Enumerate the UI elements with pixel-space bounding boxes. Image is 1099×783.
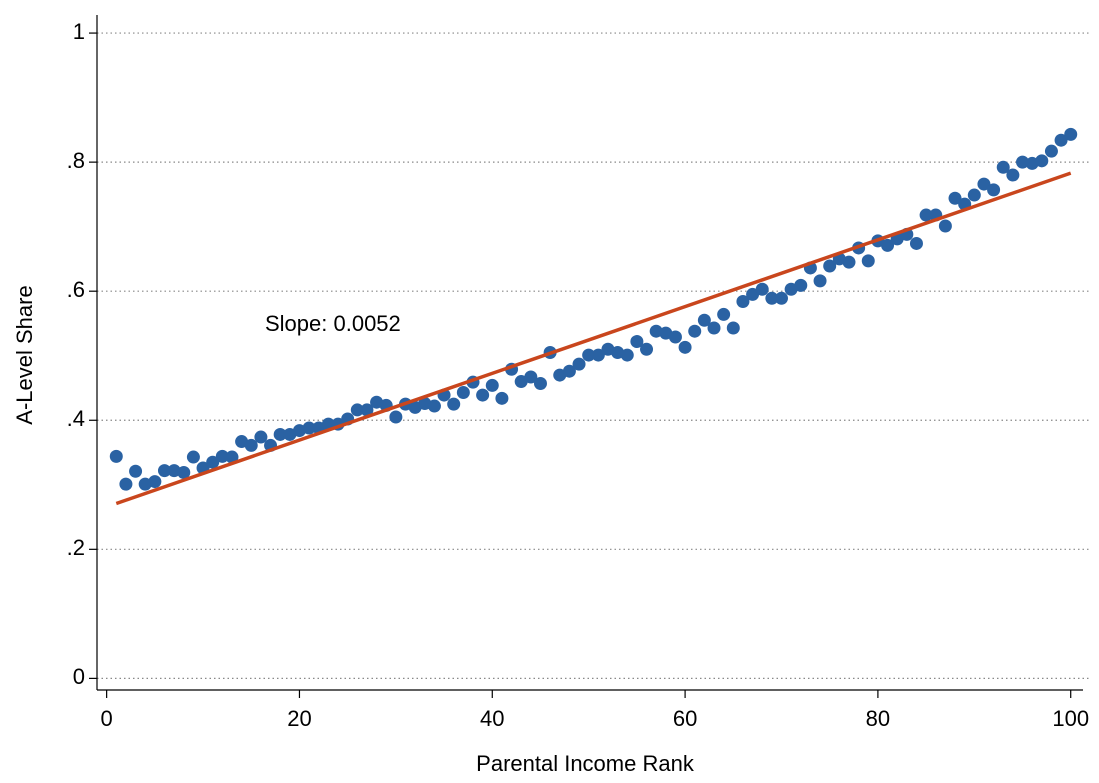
scatter-point bbox=[649, 324, 663, 338]
scatter-point bbox=[524, 370, 538, 384]
scatter-point bbox=[620, 348, 634, 362]
scatter-point bbox=[177, 466, 191, 480]
scatter-point bbox=[688, 324, 702, 338]
scatter-point bbox=[842, 255, 856, 269]
scatter-point bbox=[746, 287, 760, 301]
scatter-point bbox=[630, 335, 644, 349]
scatter-point bbox=[640, 342, 654, 356]
y-tick-label: 0 bbox=[73, 664, 85, 689]
scatter-point bbox=[215, 449, 229, 463]
scatter-point bbox=[572, 357, 586, 371]
scatter-point bbox=[977, 177, 991, 191]
fit-line bbox=[115, 171, 1072, 506]
y-tick-label: 1 bbox=[73, 19, 85, 44]
scatter-point bbox=[350, 403, 364, 417]
scatter-point bbox=[726, 321, 740, 335]
scatter-point bbox=[707, 321, 721, 335]
x-tick-label: 0 bbox=[101, 706, 113, 731]
y-tick-label: .6 bbox=[67, 277, 85, 302]
scatter-point bbox=[495, 391, 509, 405]
scatter-point bbox=[668, 330, 682, 344]
scatter-point bbox=[765, 291, 779, 305]
scatter-point bbox=[996, 160, 1010, 174]
scatter-point bbox=[774, 291, 788, 305]
scatter-point bbox=[1054, 133, 1068, 147]
scatter-point bbox=[533, 376, 547, 390]
scatter-point bbox=[360, 403, 374, 417]
scatter-point bbox=[1064, 127, 1078, 141]
scatter-point bbox=[909, 236, 923, 250]
scatter-point bbox=[813, 274, 827, 288]
y-tick-label: .2 bbox=[67, 535, 85, 560]
scatter-point bbox=[273, 427, 287, 441]
scatter-point bbox=[881, 238, 895, 252]
scatter-point bbox=[678, 340, 692, 354]
scatter-point bbox=[967, 188, 981, 202]
scatter-point bbox=[447, 397, 461, 411]
scatter-point bbox=[389, 410, 403, 424]
scatter-point bbox=[948, 191, 962, 205]
scatter-point bbox=[456, 386, 470, 400]
scatter-point bbox=[186, 450, 200, 464]
x-tick-label: 60 bbox=[673, 706, 697, 731]
scatter-point bbox=[167, 464, 181, 478]
scatter-point bbox=[148, 475, 162, 489]
scatter-point bbox=[861, 254, 875, 268]
scatter-point bbox=[206, 455, 220, 469]
scatter-point bbox=[1035, 154, 1049, 168]
x-tick-label: 20 bbox=[287, 706, 311, 731]
y-tick-label: .4 bbox=[67, 406, 85, 431]
scatter-point bbox=[254, 430, 268, 444]
scatter-point bbox=[717, 307, 731, 321]
annotation: Slope: 0.0052 bbox=[265, 311, 401, 336]
x-tick-label: 40 bbox=[480, 706, 504, 731]
x-tick-label: 100 bbox=[1052, 706, 1089, 731]
y-tick-label: .8 bbox=[67, 148, 85, 173]
scatter-point bbox=[1044, 144, 1058, 158]
scatter-point bbox=[794, 278, 808, 292]
scatter-point bbox=[591, 348, 605, 362]
scatter-point bbox=[938, 219, 952, 233]
scatter-point bbox=[302, 421, 316, 435]
scatter-point bbox=[157, 464, 171, 478]
scatter-point bbox=[1006, 168, 1020, 182]
x-axis-title: Parental Income Rank bbox=[476, 751, 695, 776]
scatter-point bbox=[485, 378, 499, 392]
scatter-point bbox=[225, 450, 239, 464]
scatter-point bbox=[987, 183, 1001, 197]
scatter-point bbox=[582, 348, 596, 362]
scatter-point bbox=[476, 388, 490, 402]
x-tick-label: 80 bbox=[866, 706, 890, 731]
scatter-point bbox=[129, 464, 143, 478]
scatter-point bbox=[244, 438, 258, 452]
scatter-point bbox=[1016, 155, 1030, 169]
scatter-point bbox=[736, 295, 750, 309]
scatter-point bbox=[823, 259, 837, 273]
scatter-point bbox=[919, 208, 933, 222]
scatter-point bbox=[562, 364, 576, 378]
scatter-point bbox=[697, 313, 711, 327]
scatter-point bbox=[514, 375, 528, 389]
y-axis-title: A-Level Share bbox=[12, 285, 37, 424]
scatter-point bbox=[427, 399, 441, 413]
scatter-point bbox=[109, 449, 123, 463]
scatter-point bbox=[755, 282, 769, 296]
scatter-point bbox=[119, 477, 133, 491]
